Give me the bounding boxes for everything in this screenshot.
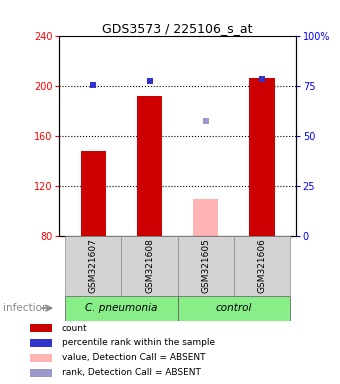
Bar bbox=[137, 96, 162, 236]
Text: value, Detection Call = ABSENT: value, Detection Call = ABSENT bbox=[62, 353, 205, 362]
Text: count: count bbox=[62, 324, 87, 333]
Text: GSM321605: GSM321605 bbox=[201, 238, 210, 293]
Bar bbox=[65, 296, 177, 321]
Text: control: control bbox=[216, 303, 252, 313]
Bar bbox=[30, 339, 52, 347]
Bar bbox=[81, 151, 106, 236]
Bar bbox=[177, 236, 234, 296]
Bar bbox=[177, 296, 290, 321]
Bar bbox=[30, 324, 52, 332]
Text: GSM321607: GSM321607 bbox=[89, 238, 98, 293]
Bar bbox=[65, 236, 121, 296]
Bar bbox=[30, 369, 52, 377]
Bar bbox=[30, 354, 52, 362]
Bar bbox=[193, 199, 218, 236]
Text: C. pneumonia: C. pneumonia bbox=[85, 303, 157, 313]
Title: GDS3573 / 225106_s_at: GDS3573 / 225106_s_at bbox=[102, 22, 253, 35]
Text: GSM321608: GSM321608 bbox=[145, 238, 154, 293]
Bar bbox=[121, 236, 177, 296]
Bar bbox=[249, 78, 275, 236]
Text: percentile rank within the sample: percentile rank within the sample bbox=[62, 338, 215, 348]
Text: GSM321606: GSM321606 bbox=[257, 238, 267, 293]
Bar bbox=[234, 236, 290, 296]
Text: infection: infection bbox=[3, 303, 49, 313]
Text: rank, Detection Call = ABSENT: rank, Detection Call = ABSENT bbox=[62, 368, 200, 377]
